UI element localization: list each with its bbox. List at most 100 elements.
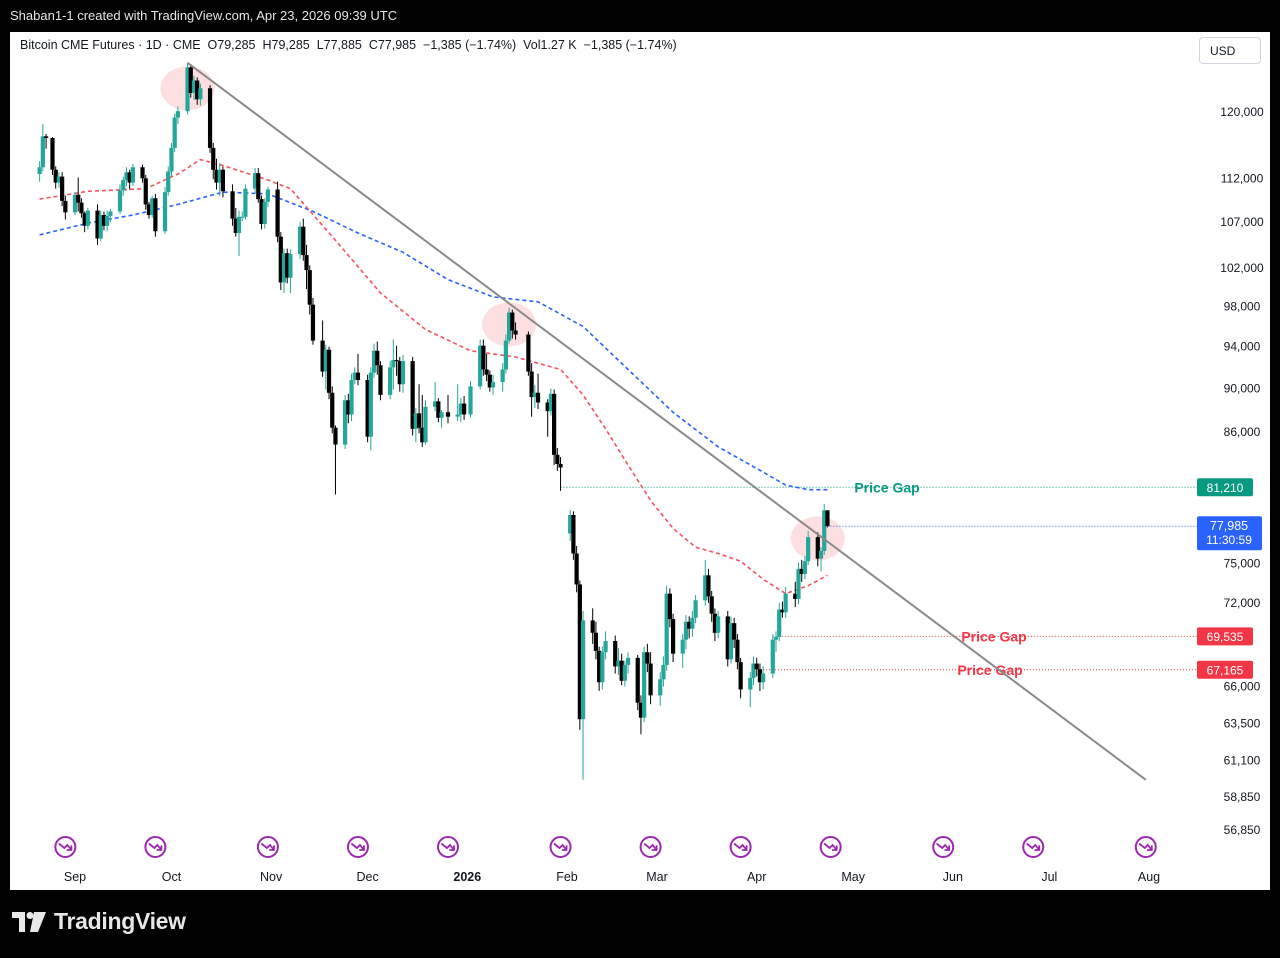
candle-body xyxy=(236,216,242,234)
candle-body xyxy=(124,172,129,181)
candle xyxy=(555,447,560,471)
candle-body xyxy=(732,623,737,640)
candle xyxy=(709,591,714,622)
candle xyxy=(597,646,602,691)
candle xyxy=(548,388,554,416)
candle xyxy=(56,172,62,188)
event-marker-icon[interactable] xyxy=(1022,836,1045,858)
event-marker-arrow xyxy=(553,843,568,851)
candle-body xyxy=(571,514,576,554)
candle xyxy=(526,331,531,376)
candle-body xyxy=(648,663,653,696)
candle-body xyxy=(352,372,357,380)
candle xyxy=(716,610,721,639)
legend-change: −1,385 (−1.74%) xyxy=(423,38,517,52)
candle-body xyxy=(507,312,512,341)
tradingview-brand: TradingView xyxy=(54,908,186,934)
candle-body xyxy=(143,178,148,205)
candle xyxy=(388,361,393,400)
candle xyxy=(265,186,271,208)
candle xyxy=(275,181,280,243)
candle xyxy=(793,581,798,607)
candle xyxy=(658,672,663,706)
legend-symbol[interactable]: Bitcoin CME Futures · 1D · CME xyxy=(20,38,201,52)
candle xyxy=(243,184,248,220)
candle xyxy=(635,655,640,711)
candle-body xyxy=(667,593,672,620)
candle xyxy=(625,652,631,674)
candle xyxy=(153,193,158,237)
candle xyxy=(622,660,627,687)
price-tick-label: 107,000 xyxy=(1220,215,1264,229)
time-tick-label: May xyxy=(841,870,865,884)
candle xyxy=(256,168,261,203)
candle-body xyxy=(140,167,145,179)
legend-volume: Vol1.27 K xyxy=(523,38,577,52)
candle xyxy=(416,384,422,434)
candle xyxy=(433,382,438,412)
candle xyxy=(304,244,309,290)
candle xyxy=(712,608,717,642)
candle-body xyxy=(388,367,393,395)
time-tick-label: Oct xyxy=(162,870,182,884)
event-marker-icon[interactable] xyxy=(932,836,955,858)
candle-body xyxy=(259,199,264,224)
candle xyxy=(648,652,653,705)
candle-body xyxy=(410,361,415,429)
candle xyxy=(397,356,402,392)
tradingview-logo[interactable]: TradingView xyxy=(12,908,186,935)
candle-body xyxy=(162,192,168,232)
price-gap-badge xyxy=(1197,478,1253,497)
price-gap-badge-label: 69,535 xyxy=(1207,630,1244,644)
time-tick-label: Aug xyxy=(1138,870,1160,884)
currency-button[interactable]: USD xyxy=(1199,37,1261,64)
candle-body xyxy=(423,406,428,443)
chart-frame[interactable]: 120,000 112,000 107,000 102,000 98,000 94,000… xyxy=(10,32,1270,890)
event-marker-icon[interactable] xyxy=(256,836,279,858)
candle xyxy=(468,381,473,418)
candle-body xyxy=(490,382,496,388)
candle xyxy=(195,77,200,105)
candle xyxy=(777,602,782,642)
candle-body xyxy=(375,350,380,366)
event-marker-icon[interactable] xyxy=(346,836,369,858)
candle-body xyxy=(304,255,309,271)
moving-average-slow xyxy=(39,191,828,491)
candle xyxy=(101,211,107,231)
event-marker-icon[interactable] xyxy=(437,836,460,858)
event-marker-icon[interactable] xyxy=(549,836,572,858)
event-marker-icon[interactable] xyxy=(729,836,752,858)
candle xyxy=(236,210,242,257)
candle xyxy=(558,457,563,491)
candle xyxy=(687,616,692,639)
event-marker-icon[interactable] xyxy=(819,836,842,858)
price-tick-label: 61,100 xyxy=(1224,754,1261,768)
candle xyxy=(806,530,811,565)
candle xyxy=(53,166,58,189)
event-marker-arrow xyxy=(823,843,838,851)
candle-body xyxy=(661,664,666,680)
candle xyxy=(150,195,155,218)
price-chart[interactable]: 120,000 112,000 107,000 102,000 98,000 94,000… xyxy=(10,32,1270,890)
candle xyxy=(500,363,505,392)
candle xyxy=(503,334,508,374)
candle xyxy=(162,186,168,234)
candle-body xyxy=(799,568,804,575)
candle-body xyxy=(532,392,537,398)
event-marker-icon[interactable] xyxy=(54,836,77,858)
candle-body xyxy=(285,253,290,278)
candle xyxy=(288,249,293,294)
candle xyxy=(108,208,113,223)
candle-body xyxy=(368,372,373,437)
candle-body xyxy=(815,537,820,559)
event-marker-icon[interactable] xyxy=(639,836,662,858)
candle-body xyxy=(725,616,730,660)
time-tick-label: Dec xyxy=(356,870,378,884)
candle xyxy=(79,198,84,218)
time-tick-label: Jun xyxy=(943,870,963,884)
event-marker-icon[interactable] xyxy=(1134,836,1157,858)
candle-body xyxy=(98,215,103,239)
candle xyxy=(664,585,669,671)
event-marker-arrow xyxy=(936,843,951,851)
event-marker-icon[interactable] xyxy=(144,836,167,858)
